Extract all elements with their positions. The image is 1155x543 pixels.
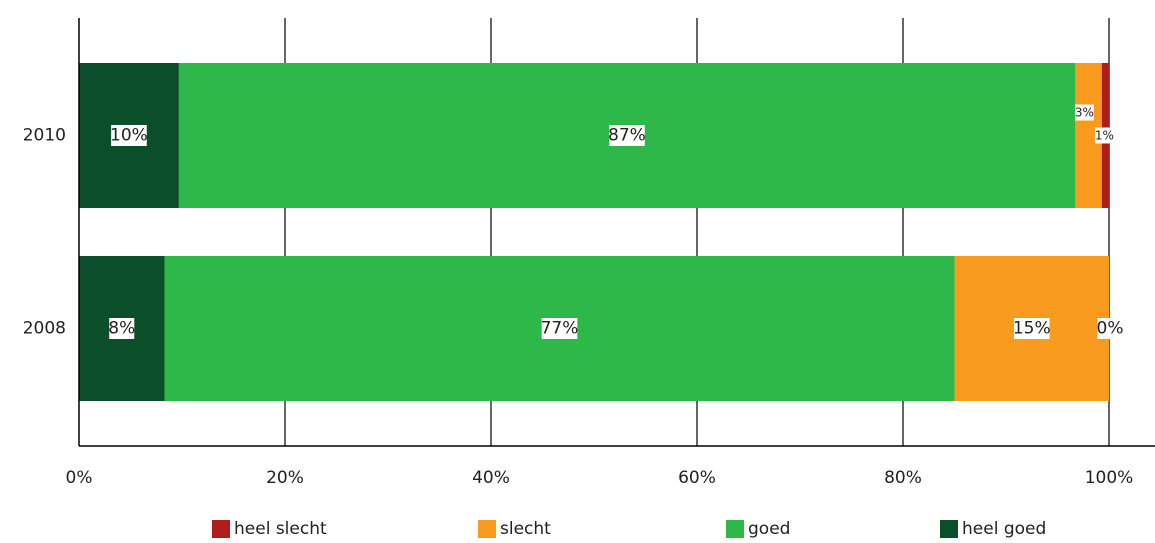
category-labels: 2010 2008 bbox=[23, 126, 66, 339]
x-tick-label: 40% bbox=[472, 468, 510, 488]
legend-label: heel slecht bbox=[234, 519, 327, 539]
x-tick-label: 60% bbox=[678, 468, 716, 488]
axes bbox=[78, 18, 1155, 447]
x-tick-label: 20% bbox=[266, 468, 304, 488]
legend-swatch bbox=[940, 520, 958, 538]
svg-text:87%: 87% bbox=[608, 126, 646, 146]
x-tick-label: 0% bbox=[66, 468, 93, 488]
data-label-heel-goed-2008: 8% bbox=[108, 318, 135, 339]
svg-text:8%: 8% bbox=[108, 319, 135, 339]
x-tick-label: 80% bbox=[884, 468, 922, 488]
legend-label: heel goed bbox=[962, 519, 1046, 539]
legend-item-goed: goed bbox=[726, 519, 790, 539]
category-label-2010: 2010 bbox=[23, 126, 66, 146]
data-label-goed-2010: 87% bbox=[608, 125, 646, 146]
svg-text:15%: 15% bbox=[1013, 319, 1051, 339]
legend-label: goed bbox=[748, 519, 790, 539]
legend-item-heel-goed: heel goed bbox=[940, 519, 1046, 539]
category-label-2008: 2008 bbox=[23, 319, 66, 339]
data-label-heel-goed-2010: 10% bbox=[110, 125, 148, 146]
bars bbox=[79, 63, 1109, 401]
data-label-slecht-2008: 15% bbox=[1013, 318, 1051, 339]
legend: heel slecht slecht goed heel goed bbox=[212, 519, 1046, 539]
data-label-heel-slecht-2008: 0% bbox=[1097, 318, 1124, 339]
x-tick-labels: 0% 20% 40% 60% 80% 100% bbox=[66, 468, 1134, 488]
svg-text:1%: 1% bbox=[1095, 129, 1114, 143]
data-labels: 10% 87% 3%1% 8% 77% 15% 0% bbox=[108, 104, 1124, 339]
data-label-slecht-2010: 3% bbox=[1075, 104, 1094, 121]
legend-item-heel-slecht: heel slecht bbox=[212, 519, 327, 539]
svg-text:10%: 10% bbox=[110, 126, 148, 146]
legend-swatch bbox=[478, 520, 496, 538]
svg-text:77%: 77% bbox=[541, 319, 579, 339]
svg-text:0%: 0% bbox=[1097, 319, 1124, 339]
svg-text:3%: 3% bbox=[1075, 106, 1094, 120]
legend-swatch bbox=[212, 520, 230, 538]
data-label-goed-2008: 77% bbox=[541, 318, 579, 339]
legend-label: slecht bbox=[500, 519, 551, 539]
x-tick-label: 100% bbox=[1085, 468, 1134, 488]
data-label-heel-slecht-2010: 1% bbox=[1095, 127, 1114, 144]
legend-swatch bbox=[726, 520, 744, 538]
legend-item-slecht: slecht bbox=[478, 519, 551, 539]
